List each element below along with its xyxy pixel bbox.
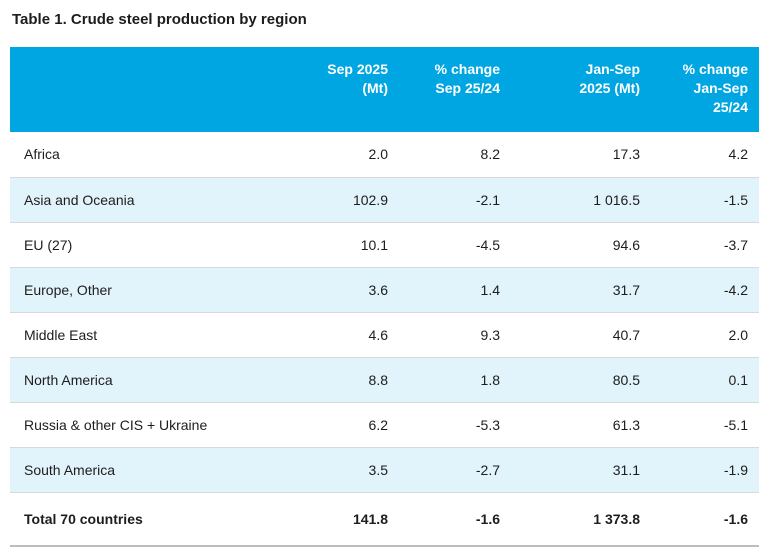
table-header-row: Sep 2025 (Mt) % change Sep 25/24 Jan-Sep… (10, 47, 759, 132)
total-jan-sep-2025-mt-cell: 1 373.8 (593, 510, 640, 527)
pct-change-sep-cell: 1.8 (480, 371, 500, 388)
pct-change-jan-sep-cell: 4.2 (728, 146, 748, 163)
pct-change-sep-cell: 8.2 (480, 146, 500, 163)
region-cell: EU (27) (24, 236, 73, 253)
table-row-north-america: North America 8.8 1.8 80.5 0.1 (10, 357, 759, 402)
jan-sep-2025-mt-cell: 40.7 (612, 326, 640, 343)
pct-change-sep-cell: -2.1 (475, 191, 500, 208)
table-row-russia-cis-ukraine: Russia & other CIS + Ukraine 6.2 -5.3 61… (10, 402, 759, 447)
column-header-pct-change-sep: % change Sep 25/24 (399, 47, 511, 132)
pct-change-jan-sep-cell: -4.2 (723, 281, 748, 298)
table-row-europe-other: Europe, Other 3.6 1.4 31.7 -4.2 (10, 267, 759, 312)
jan-sep-2025-mt-cell: 94.6 (612, 236, 640, 253)
column-header-jan-sep-2025-mt: Jan-Sep 2025 (Mt) (511, 47, 651, 132)
column-header-pct-change-jan-sep: % change Jan-Sep 25/24 (651, 47, 759, 132)
jan-sep-2025-mt-cell: 80.5 (612, 371, 640, 388)
table-row-south-america: South America 3.5 -2.7 31.1 -1.9 (10, 447, 759, 492)
total-sep-2025-mt-cell: 141.8 (352, 510, 388, 527)
region-cell: Africa (24, 146, 60, 163)
sep-2025-mt-cell: 8.8 (368, 371, 388, 388)
page-title: Table 1. Crude steel production by regio… (12, 11, 307, 28)
table-row-middle-east: Middle East 4.6 9.3 40.7 2.0 (10, 312, 759, 357)
table-row-eu-27: EU (27) 10.1 -4.5 94.6 -3.7 (10, 222, 759, 267)
total-label-cell: Total 70 countries (24, 510, 143, 527)
region-cell: Russia & other CIS + Ukraine (24, 416, 208, 433)
sep-2025-mt-cell: 102.9 (352, 191, 388, 208)
sep-2025-mt-cell: 3.6 (368, 281, 388, 298)
sep-2025-mt-cell: 10.1 (360, 236, 388, 253)
jan-sep-2025-mt-cell: 31.1 (612, 461, 640, 478)
jan-sep-2025-mt-cell: 31.7 (612, 281, 640, 298)
table-row-africa: Africa 2.0 8.2 17.3 4.2 (10, 132, 759, 177)
region-cell: Middle East (24, 326, 98, 343)
region-cell: North America (24, 371, 113, 388)
table-row-total: Total 70 countries 141.8 -1.6 1 373.8 -1… (10, 492, 759, 546)
sep-2025-mt-cell: 2.0 (368, 146, 388, 163)
pct-change-sep-cell: 1.4 (480, 281, 500, 298)
column-header-region (10, 47, 279, 132)
jan-sep-2025-mt-cell: 1 016.5 (593, 191, 640, 208)
pct-change-sep-cell: -5.3 (475, 416, 500, 433)
sep-2025-mt-cell: 6.2 (368, 416, 388, 433)
pct-change-jan-sep-cell: -1.5 (723, 191, 748, 208)
pct-change-jan-sep-cell: 2.0 (728, 326, 748, 343)
region-cell: Europe, Other (24, 281, 112, 298)
pct-change-jan-sep-cell: -3.7 (723, 236, 748, 253)
pct-change-sep-cell: 9.3 (480, 326, 500, 343)
sep-2025-mt-cell: 3.5 (368, 461, 388, 478)
pct-change-jan-sep-cell: -1.9 (723, 461, 748, 478)
jan-sep-2025-mt-cell: 17.3 (612, 146, 640, 163)
total-pct-change-jan-sep-cell: -1.6 (723, 510, 748, 527)
pct-change-jan-sep-cell: 0.1 (728, 371, 748, 388)
region-cell: Asia and Oceania (24, 191, 135, 208)
crude-steel-production-table: Sep 2025 (Mt) % change Sep 25/24 Jan-Sep… (10, 47, 759, 547)
pct-change-sep-cell: -4.5 (475, 236, 500, 253)
jan-sep-2025-mt-cell: 61.3 (612, 416, 640, 433)
column-header-sep-2025-mt: Sep 2025 (Mt) (279, 47, 399, 132)
total-pct-change-sep-cell: -1.6 (475, 510, 500, 527)
region-cell: South America (24, 461, 116, 478)
sep-2025-mt-cell: 4.6 (368, 326, 388, 343)
table-row-asia-and-oceania: Asia and Oceania 102.9 -2.1 1 016.5 -1.5 (10, 177, 759, 222)
pct-change-sep-cell: -2.7 (475, 461, 500, 478)
pct-change-jan-sep-cell: -5.1 (723, 416, 748, 433)
